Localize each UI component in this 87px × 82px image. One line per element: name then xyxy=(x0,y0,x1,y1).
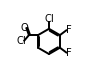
Text: F: F xyxy=(66,48,72,58)
Text: F: F xyxy=(66,25,72,35)
Text: Cl: Cl xyxy=(17,36,27,46)
Text: Cl: Cl xyxy=(44,14,54,24)
Text: O: O xyxy=(20,23,28,33)
